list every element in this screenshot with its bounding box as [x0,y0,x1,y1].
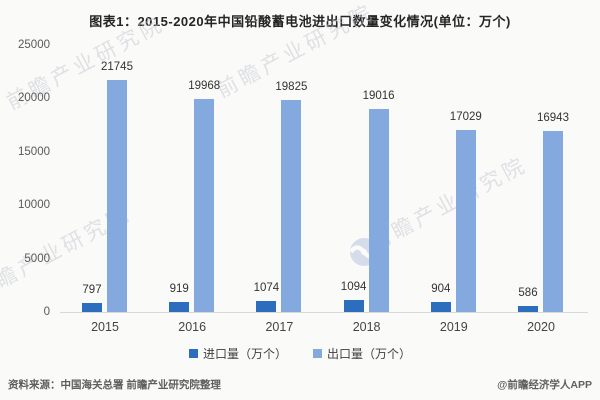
bar-export-2019 [455,130,476,312]
bar-import-2015 [82,303,102,312]
bar-export-2018 [368,108,389,312]
y-tick-label: 0 [43,306,50,318]
bar-value-label-import-2016: 919 [169,283,189,296]
x-tick-label-2018: 2018 [352,320,381,334]
y-tick-label: 25000 [18,39,50,51]
bar-value-label-import-2020: 586 [518,286,538,299]
source-note: 资料来源：中国海关总署 前瞻产业研究院整理 [8,379,221,391]
bar-export-2017 [281,100,302,312]
bar-import-2016 [169,302,190,312]
y-tick-label: 15000 [18,145,50,158]
legend-label-export: 出口量（万个） [327,347,412,361]
x-tick-label-2017: 2017 [265,320,294,334]
y-tick-label: 5000 [24,252,50,265]
bar-import-2018 [343,300,364,312]
bar-value-label-export-2018: 19016 [362,89,395,102]
x-tick-label-2015: 2015 [91,320,119,334]
bar-export-2015 [107,79,127,312]
x-tick-label-2019: 2019 [439,320,468,334]
brand-watermark-text: 前瞻产业研究院 [366,153,532,256]
x-tick-label-2020: 2020 [527,320,555,334]
bar-value-label-import-2018: 1094 [340,281,367,294]
bar-value-label-export-2019: 17029 [449,111,482,124]
legend: 进口量（万个） 出口量（万个） [0,345,600,362]
footer: 资料来源：中国海关总署 前瞻产业研究院整理 @前瞻经济学人APP [8,377,592,392]
bar-export-2020 [543,131,563,312]
bar-value-label-export-2015: 21745 [101,60,133,73]
x-tick-label-2016: 2016 [178,320,207,334]
legend-item-export: 出口量（万个） [313,345,411,362]
bar-export-2016 [194,98,215,312]
legend-swatch-import [188,349,198,358]
legend-label-import: 进口量（万个） [202,347,287,361]
legend-swatch-export [313,349,322,358]
bar-value-label-import-2015: 797 [82,284,102,297]
x-axis-line [60,311,588,313]
bar-import-2020 [518,305,538,312]
credit-note: @前瞻经济学人APP [497,379,592,391]
bar-value-label-import-2017: 1074 [253,281,280,294]
bar-value-label-import-2019: 904 [431,283,451,296]
bar-value-label-export-2017: 19825 [275,81,308,94]
chart-title: 图表1：2015-2020年中国铅酸蓄电池进出口数量变化情况(单位：万个) [89,14,511,29]
y-tick-label: 10000 [18,199,50,212]
bar-value-label-export-2020: 16943 [537,112,569,125]
bar-value-label-export-2016: 19968 [188,79,221,92]
bar-import-2019 [430,302,451,312]
bar-import-2017 [256,300,277,312]
y-tick-label: 20000 [18,92,50,105]
legend-item-import: 进口量（万个） [188,345,287,362]
